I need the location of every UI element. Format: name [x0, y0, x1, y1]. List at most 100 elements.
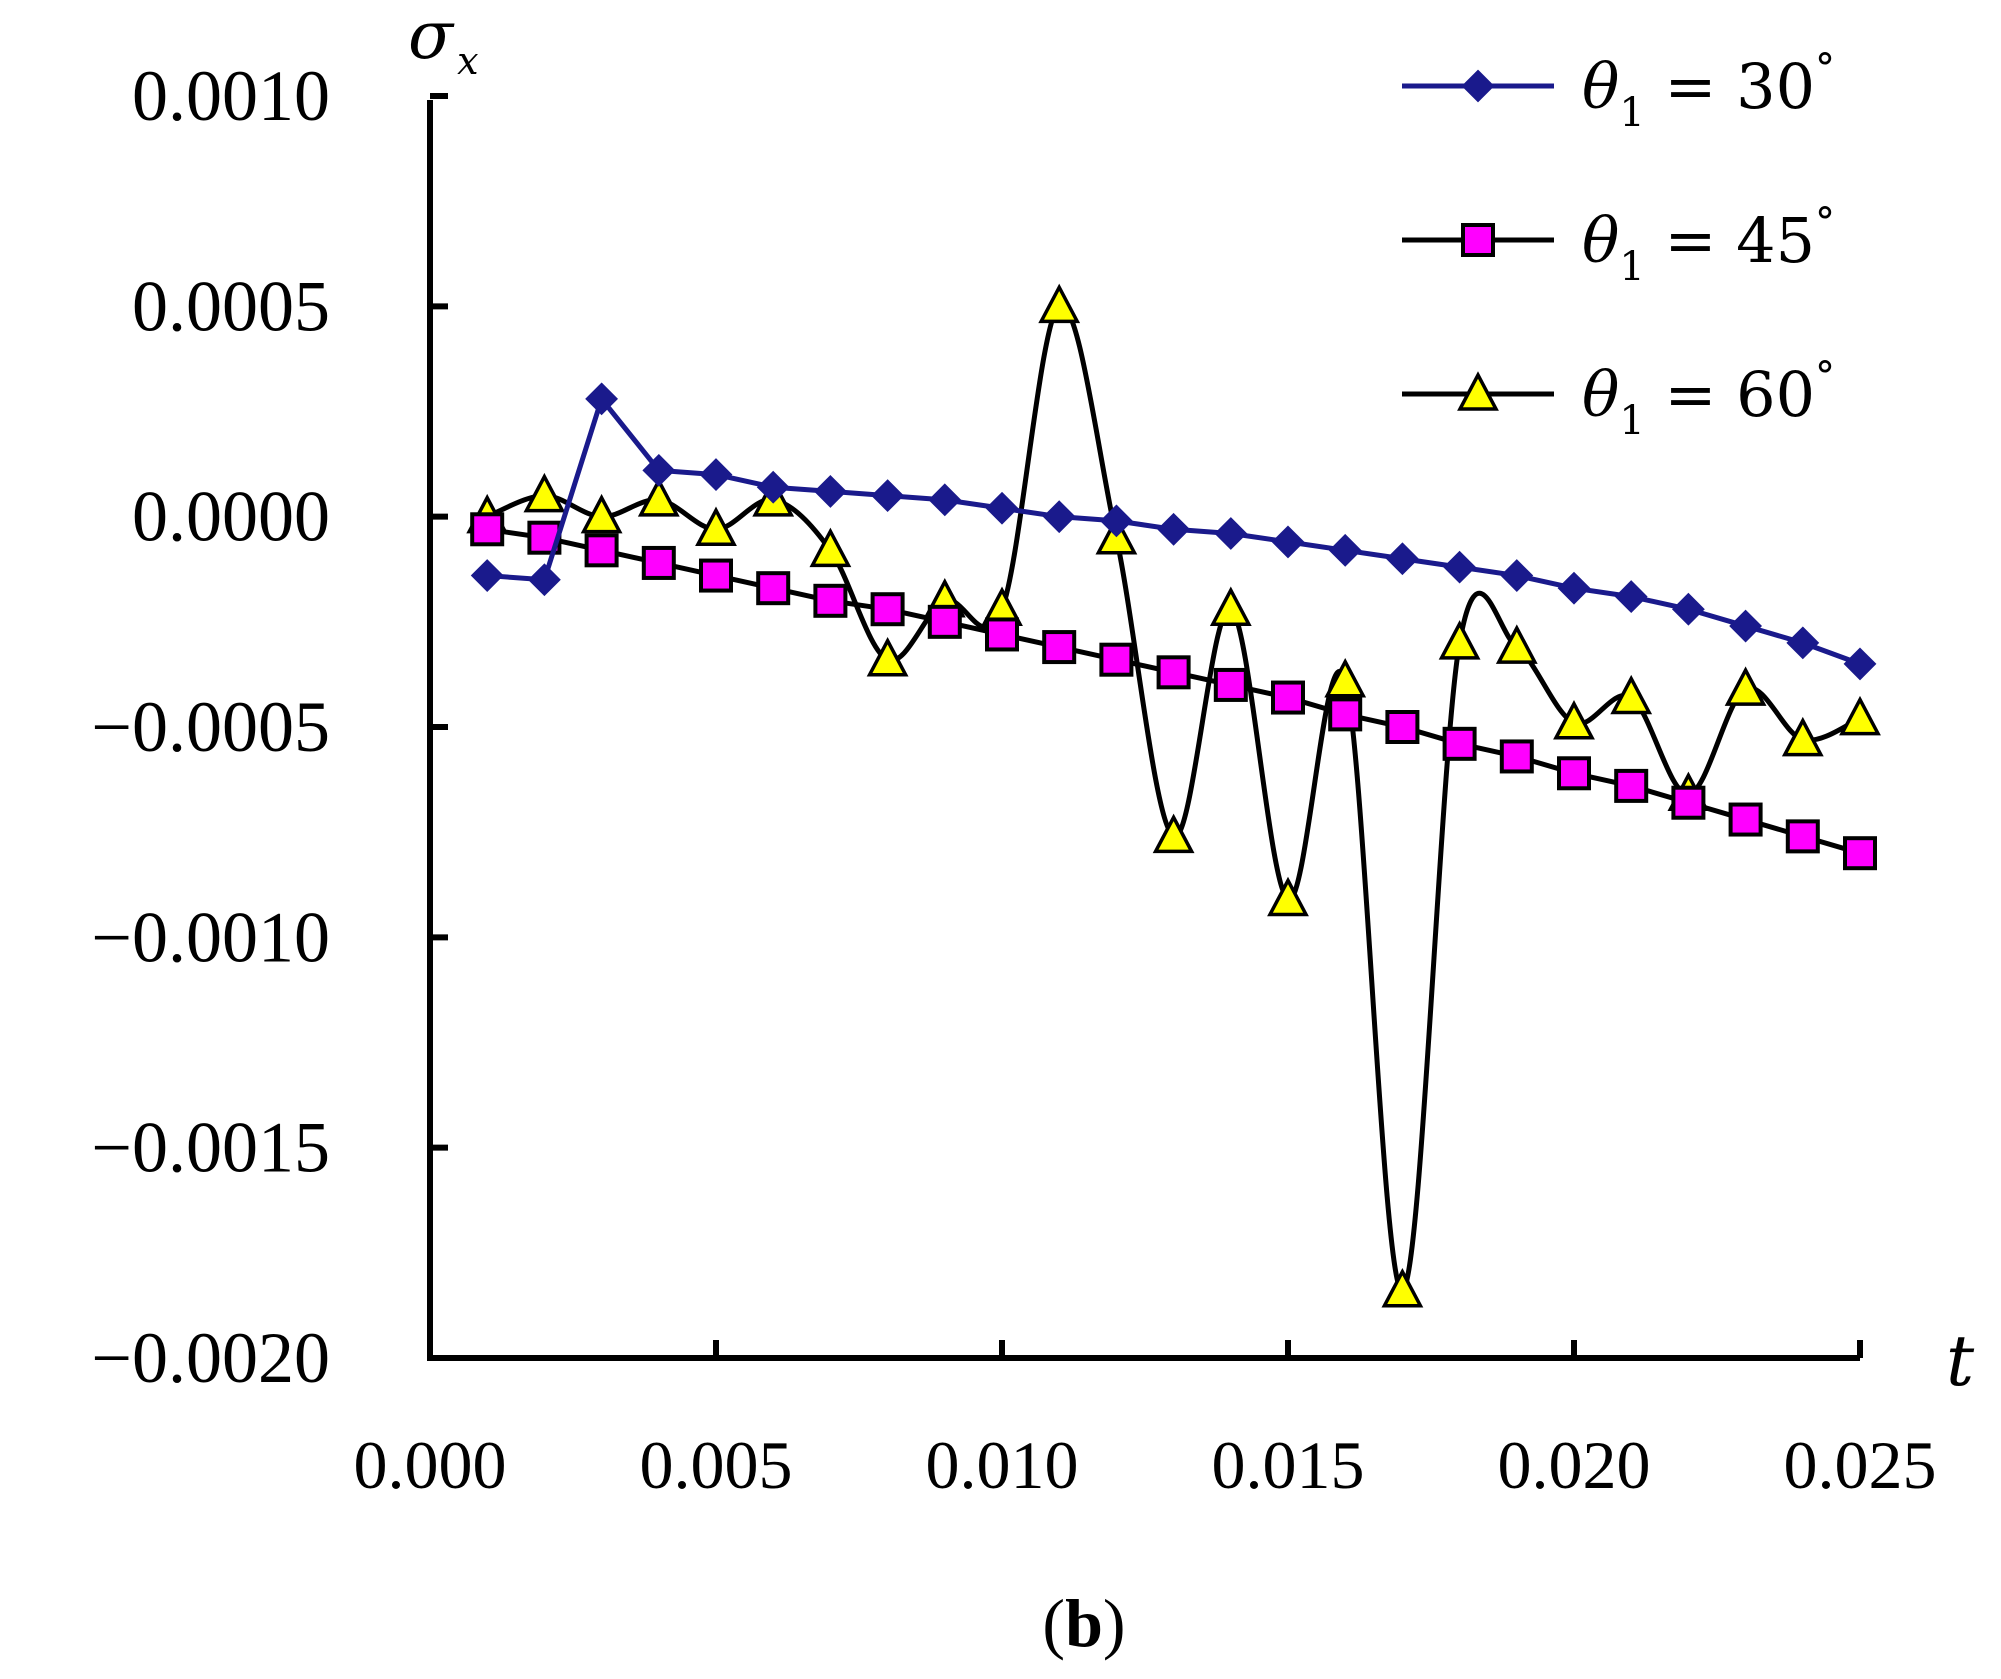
data-point-square	[1156, 655, 1191, 690]
data-point-square	[1099, 642, 1134, 677]
data-point-square	[985, 617, 1019, 652]
panel-label-letter: b	[1065, 1585, 1103, 1661]
data-point-diamond	[756, 470, 790, 504]
legend: θ1 = 30° θ1 = 45° θ1 = 60°	[1402, 46, 1835, 444]
panel-label-open-paren: (	[1042, 1585, 1065, 1661]
legend-marker-square	[1461, 223, 1495, 257]
data-point-triangle	[695, 506, 737, 547]
data-point-diamond	[699, 458, 733, 492]
data-point-square	[1271, 680, 1305, 715]
series-line	[486, 526, 1861, 856]
y-tick-label: −0.0015	[91, 1108, 330, 1188]
data-point-triangle	[1724, 666, 1767, 706]
series-line	[486, 303, 1862, 1294]
ticks: 0.0010 0.0005 0.0000 −0.0005 −0.0010 −0.0015 −…	[91, 56, 1936, 1503]
data-point-diamond	[527, 563, 561, 597]
data-point-square	[870, 592, 905, 627]
data-point-triangle	[1267, 876, 1309, 917]
legend-label: θ1 = 45°	[1582, 200, 1835, 290]
data-point-triangle	[637, 477, 680, 517]
data-point-diamond	[1500, 559, 1534, 592]
data-point-triangle	[1553, 700, 1595, 740]
data-point-diamond	[928, 483, 962, 517]
x-axis-title: t	[1946, 1320, 1975, 1402]
data-point-triangle	[523, 472, 566, 513]
x-tick-label: 0.005	[640, 1427, 793, 1503]
data-point-diamond	[1099, 504, 1133, 538]
legend-marker-diamond	[1461, 69, 1495, 103]
data-point-diamond	[1214, 517, 1248, 550]
legend-label: θ1 = 60°	[1582, 354, 1835, 444]
data-point-diamond	[1786, 626, 1820, 660]
x-tick-label: 0.020	[1498, 1427, 1651, 1503]
data-point-triangle	[1438, 620, 1481, 660]
data-point-triangle	[1381, 1267, 1424, 1308]
y-tick-label: −0.0020	[91, 1318, 330, 1398]
data-point-diamond	[1157, 512, 1191, 546]
data-point-square	[1614, 768, 1649, 803]
data-point-diamond	[1843, 647, 1877, 681]
y-tick-label: 0.0005	[132, 266, 330, 346]
data-point-square	[1728, 802, 1763, 837]
series-triangle-group	[466, 283, 1881, 1308]
series-diamond-group	[470, 382, 1877, 681]
data-point-triangle	[1839, 695, 1881, 736]
series	[466, 283, 1881, 1308]
data-point-diamond	[1614, 580, 1648, 614]
data-point-square	[1213, 667, 1248, 702]
legend-entry: θ1 = 60°	[1402, 354, 1835, 444]
data-point-triangle	[1781, 716, 1824, 757]
data-point-diamond	[1443, 550, 1477, 584]
legend-entry: θ1 = 30°	[1402, 46, 1835, 136]
data-point-diamond	[642, 453, 676, 487]
data-point-diamond	[985, 491, 1019, 525]
panel-label-close-paren: )	[1103, 1585, 1126, 1661]
data-point-triangle	[1038, 283, 1081, 324]
data-point-diamond	[1042, 500, 1076, 534]
data-point-square	[1385, 710, 1420, 744]
y-tick-label: 0.0010	[132, 56, 330, 136]
data-point-triangle	[1495, 624, 1538, 664]
x-tick-label: 0.000	[354, 1427, 507, 1503]
data-point-diamond	[585, 382, 619, 416]
data-point-square	[813, 583, 848, 618]
x-tick-label: 0.015	[1212, 1427, 1365, 1503]
data-point-triangle	[866, 636, 909, 677]
data-point-square	[1557, 756, 1591, 791]
data-point-square	[1843, 836, 1877, 871]
legend-marker-triangle	[1457, 371, 1499, 411]
data-point-diamond	[470, 559, 504, 592]
x-tick-label: 0.025	[1784, 1427, 1937, 1503]
panel-label: (b)	[1042, 1585, 1125, 1661]
data-point-square	[641, 545, 676, 580]
data-point-triangle	[1209, 586, 1252, 626]
data-point-square	[584, 533, 619, 568]
data-point-diamond	[813, 475, 847, 508]
data-point-diamond	[1729, 609, 1763, 643]
data-point-diamond	[1271, 525, 1305, 559]
data-point-diamond	[871, 479, 905, 513]
data-point-square	[1671, 785, 1706, 820]
y-axis-title-symbol: σ	[408, 0, 455, 74]
data-point-triangle	[809, 527, 852, 568]
data-point-square	[1442, 726, 1477, 761]
series-square-group	[470, 512, 1877, 871]
data-point-square	[1328, 697, 1363, 732]
data-point-triangle	[1610, 674, 1653, 715]
legend-label: θ1 = 30°	[1582, 46, 1835, 136]
data-point-diamond	[1557, 571, 1591, 605]
data-point-square	[927, 604, 962, 639]
data-point-diamond	[1328, 533, 1362, 567]
y-tick-label: −0.0005	[91, 687, 330, 767]
data-point-diamond	[1385, 542, 1419, 576]
y-tick-label: −0.0010	[91, 897, 330, 977]
data-point-diamond	[1671, 592, 1705, 626]
data-point-square	[1785, 819, 1820, 854]
data-point-square	[1499, 739, 1534, 774]
data-point-square	[756, 571, 791, 606]
axes	[427, 100, 1860, 1361]
